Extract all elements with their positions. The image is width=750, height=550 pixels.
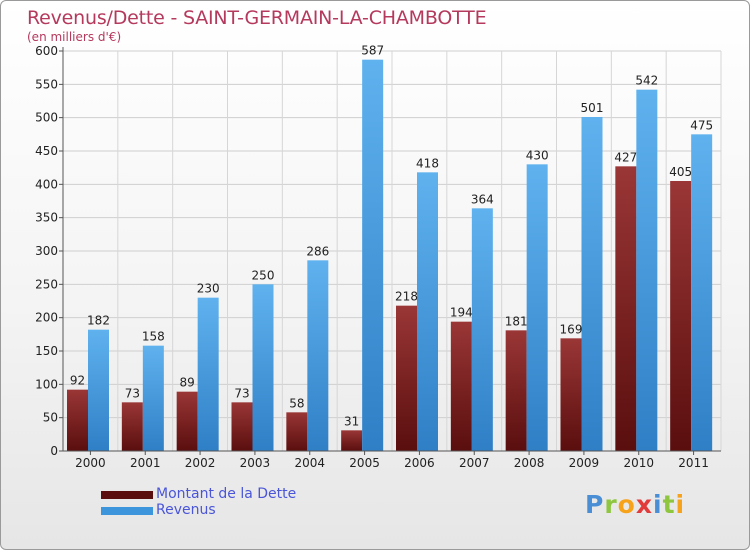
value-label-revenus-2011: 475	[690, 118, 713, 132]
y-tick-label: 0	[50, 444, 58, 458]
bar-revenus-2006	[417, 172, 438, 452]
value-label-revenus-2010: 542	[635, 74, 658, 88]
grid-lines	[63, 50, 722, 451]
bar-dette-2005	[341, 430, 363, 451]
bar-dette-2010	[615, 166, 637, 452]
bar-dette-2006	[396, 305, 417, 451]
value-label-revenus-2004: 286	[306, 244, 329, 258]
bar-dette-2004	[286, 412, 308, 451]
legend-label-dette: Montant de la Dette	[156, 486, 297, 502]
value-label-dette-2005: 31	[344, 414, 359, 428]
bar-revenus-2003	[252, 284, 274, 451]
x-tick-label-2009: 2009	[569, 456, 600, 470]
bar-revenus-2005	[362, 59, 384, 452]
value-label-dette-2001: 73	[125, 386, 140, 400]
value-label-dette-2007: 194	[450, 306, 473, 320]
bar-dette-2002	[176, 391, 198, 451]
bar-revenus-2011	[691, 134, 713, 452]
chart-subtitle: (en milliers d'€)	[27, 30, 122, 44]
bar-revenus-2009	[581, 117, 603, 451]
bar-dette-2003	[231, 402, 253, 451]
value-label-dette-2011: 405	[669, 165, 692, 179]
bar-revenus-2010	[636, 89, 658, 452]
bar-revenus-2008	[526, 164, 548, 452]
legend-swatch-revenus	[101, 507, 153, 515]
chart-title: Revenus/Dette - SAINT-GERMAIN-LA-CHAMBOT…	[27, 7, 487, 29]
bar-dette-2011	[670, 181, 692, 451]
bar-revenus-2002	[197, 297, 219, 451]
y-tick-label: 350	[35, 211, 58, 225]
value-label-revenus-2001: 158	[142, 330, 165, 344]
value-label-revenus-2002: 230	[197, 282, 220, 296]
value-label-dette-2006: 218	[395, 290, 418, 304]
bar-revenus-2004	[307, 260, 329, 451]
legend-label-revenus: Revenus	[156, 502, 216, 518]
y-tick-label: 550	[35, 77, 58, 91]
x-tick-label-2001: 2001	[130, 456, 161, 470]
value-label-revenus-2008: 430	[526, 148, 549, 162]
value-label-revenus-2003: 250	[252, 268, 275, 282]
x-tick-label-2005: 2005	[349, 456, 380, 470]
logo-letter: o	[617, 490, 636, 519]
bar-dette-2008	[505, 330, 527, 451]
bar-revenus-2001	[142, 345, 164, 451]
y-tick-label: 300	[35, 244, 58, 258]
legend-swatch-dette	[101, 491, 153, 499]
bar-revenus-2007	[471, 208, 493, 451]
x-tick-label-2006: 2006	[404, 456, 435, 470]
x-tick-label-2010: 2010	[623, 456, 654, 470]
x-tick-label-2000: 2000	[75, 456, 106, 470]
bar-dette-2001	[121, 402, 143, 451]
bar-revenus-2000	[88, 329, 109, 451]
y-tick-label: 250	[35, 277, 58, 291]
logo-letter: t	[662, 490, 676, 519]
value-label-revenus-2006: 418	[416, 156, 439, 170]
y-tick-label: 200	[35, 311, 58, 325]
y-tick-label: 150	[35, 344, 58, 358]
axes: 0 50 100 150 200 250 300 350 400 450 500 550 600 2000…	[35, 44, 721, 470]
value-label-revenus-2007: 364	[471, 192, 494, 206]
y-tick-label: 450	[35, 144, 58, 158]
value-label-revenus-2009: 501	[581, 101, 604, 115]
bar-dette-2007	[450, 321, 472, 451]
value-label-dette-2002: 89	[180, 376, 195, 390]
x-tick-label-2007: 2007	[459, 456, 490, 470]
value-label-revenus-2000: 182	[87, 314, 110, 328]
x-tick-label-2004: 2004	[294, 456, 325, 470]
value-label-revenus-2005: 587	[361, 44, 384, 58]
y-tick-label: 600	[35, 44, 58, 58]
logo-letter: i	[653, 490, 663, 519]
bars	[67, 59, 713, 452]
y-tick-label: 50	[43, 411, 58, 425]
bar-dette-2009	[560, 338, 582, 451]
x-tick-label-2008: 2008	[514, 456, 545, 470]
logo-letter: P	[585, 490, 605, 519]
value-label-dette-2000: 92	[70, 374, 85, 388]
logo-letter: r	[604, 490, 618, 519]
proxiti-logo: Proxiti	[585, 490, 685, 519]
y-tick-label: 400	[35, 177, 58, 191]
x-tick-label-2003: 2003	[240, 456, 271, 470]
y-tick-label: 100	[35, 377, 58, 391]
bar-dette-2000	[67, 389, 88, 451]
value-label-dette-2004: 58	[289, 396, 304, 410]
y-tick-label: 500	[35, 111, 58, 125]
logo-letter: i	[675, 490, 686, 519]
value-label-dette-2010: 427	[614, 150, 637, 164]
x-tick-label-2002: 2002	[185, 456, 216, 470]
value-labels: 92 182 73 158 89 230 73 250 58 286 31 587 218 418 194 3…	[70, 44, 713, 429]
value-label-dette-2009: 169	[560, 322, 583, 336]
logo-letter: x	[635, 490, 653, 519]
value-label-dette-2003: 73	[234, 386, 249, 400]
value-label-dette-2008: 181	[505, 314, 528, 328]
x-tick-label-2011: 2011	[678, 456, 709, 470]
